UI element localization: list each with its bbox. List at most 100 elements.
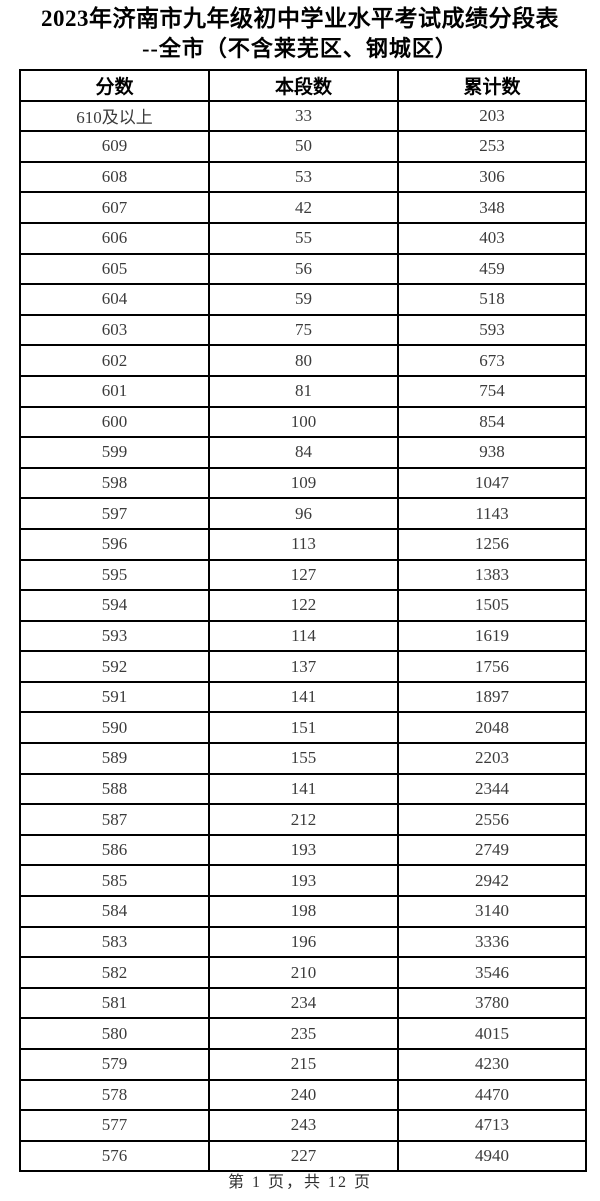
table-row: 583 196 3336	[19, 925, 587, 959]
table-cell-cumulative: 459	[397, 252, 587, 286]
table-cell-segment: 137	[208, 650, 399, 683]
table-cell-cumulative: 1383	[397, 558, 587, 592]
table-row: 608 53 306	[19, 160, 587, 194]
table-cell-cumulative: 4015	[397, 1017, 587, 1050]
table-cell-score: 587	[19, 803, 210, 836]
table-row: 588 141 2344	[19, 772, 587, 806]
page-title: 2023年济南市九年级初中学业水平考试成绩分段表	[41, 6, 559, 31]
table-cell-cumulative: 4470	[397, 1078, 587, 1112]
table-cell-score: 600	[19, 405, 210, 439]
table-row: 604 59 518	[19, 283, 587, 316]
table-cell-score: 597	[19, 497, 210, 530]
table-row: 602 80 673	[19, 344, 587, 377]
table-row: 589 155 2203	[19, 742, 587, 775]
table-cell-score: 593	[19, 619, 210, 653]
table-row: 585 193 2942	[19, 864, 587, 898]
table-cell-segment: 50	[208, 130, 399, 163]
table-row: 597 96 1143	[19, 497, 587, 530]
table-cell-cumulative: 938	[397, 436, 587, 469]
table-cell-score: 583	[19, 925, 210, 959]
table-cell-score: 592	[19, 650, 210, 683]
table-cell-segment: 114	[208, 619, 399, 653]
table-cell-cumulative: 2556	[397, 803, 587, 836]
table-row: 593 114 1619	[19, 619, 587, 653]
table-cell-cumulative: 3546	[397, 956, 587, 989]
table-cell-segment: 100	[208, 405, 399, 439]
table-cell-score: 588	[19, 772, 210, 806]
table-cell-score: 602	[19, 344, 210, 377]
table-cell-score: 603	[19, 313, 210, 347]
table-cell-score: 576	[19, 1139, 210, 1173]
table-row: 606 55 403	[19, 221, 587, 255]
table-cell-cumulative: 1143	[397, 497, 587, 530]
table-cell-segment: 113	[208, 527, 399, 561]
table-row: 577 243 4713	[19, 1109, 587, 1142]
table-cell-segment: 75	[208, 313, 399, 347]
table-row: 598 109 1047	[19, 466, 587, 500]
table-cell-score: 606	[19, 221, 210, 255]
table-cell-segment: 53	[208, 160, 399, 194]
table-cell-score: 596	[19, 527, 210, 561]
table-cell-cumulative: 203	[397, 99, 587, 133]
table-cell-segment: 196	[208, 925, 399, 959]
table-row: 595 127 1383	[19, 558, 587, 592]
table-cell-segment: 109	[208, 466, 399, 500]
table-cell-segment: 235	[208, 1017, 399, 1050]
table-cell-cumulative: 1505	[397, 589, 587, 622]
table-cell-cumulative: 2942	[397, 864, 587, 898]
header-row: 分数 本段数 累计数	[19, 69, 587, 102]
table-row: 607 42 348	[19, 191, 587, 224]
table-cell-cumulative: 518	[397, 283, 587, 316]
table-cell-score: 590	[19, 711, 210, 745]
table-cell-cumulative: 348	[397, 191, 587, 224]
table-row: 601 81 754	[19, 374, 587, 408]
table-cell-cumulative: 2749	[397, 833, 587, 867]
table-cell-score: 598	[19, 466, 210, 500]
table-cell-segment: 155	[208, 742, 399, 775]
table-cell-segment: 122	[208, 589, 399, 622]
table-cell-score: 607	[19, 191, 210, 224]
table-cell-score: 605	[19, 252, 210, 286]
table-cell-segment: 210	[208, 956, 399, 989]
table-row: 582 210 3546	[19, 956, 587, 989]
page-subtitle: --全市（不含莱芜区、钢城区）	[142, 36, 458, 61]
column-header-segment-count: 本段数	[208, 69, 399, 102]
table-cell-segment: 215	[208, 1048, 399, 1081]
table-row: 609 50 253	[19, 130, 587, 163]
table-cell-cumulative: 593	[397, 313, 587, 347]
table-cell-score: 608	[19, 160, 210, 194]
table-row: 579 215 4230	[19, 1048, 587, 1081]
table-cell-segment: 193	[208, 864, 399, 898]
table-row: 590 151 2048	[19, 711, 587, 745]
table-cell-cumulative: 4940	[397, 1139, 587, 1173]
table-row: 578 240 4470	[19, 1078, 587, 1112]
page-number-footer: 第 1 页，共 12 页	[227, 1174, 372, 1192]
table-cell-cumulative: 2344	[397, 772, 587, 806]
table-cell-score: 595	[19, 558, 210, 592]
table-cell-score: 589	[19, 742, 210, 775]
table-row: 580 235 4015	[19, 1017, 587, 1050]
table-cell-cumulative: 1047	[397, 466, 587, 500]
table-cell-score: 594	[19, 589, 210, 622]
column-header-cumulative-count: 累计数	[397, 69, 587, 102]
table-cell-segment: 141	[208, 772, 399, 806]
table-row: 592 137 1756	[19, 650, 587, 683]
table-cell-score: 585	[19, 864, 210, 898]
table-cell-score: 601	[19, 374, 210, 408]
table-row: 600 100 854	[19, 405, 587, 439]
table-cell-score: 604	[19, 283, 210, 316]
table-cell-cumulative: 1756	[397, 650, 587, 683]
table-cell-score: 577	[19, 1109, 210, 1142]
table-cell-cumulative: 1897	[397, 680, 587, 714]
table-cell-cumulative: 4230	[397, 1048, 587, 1081]
table-row: 610及以上 33 203	[19, 99, 587, 133]
table-cell-score: 578	[19, 1078, 210, 1112]
score-segment-table: 分数 本段数 累计数 610及以上 33 203 609 50 253 608 53 306 60…	[19, 69, 587, 1173]
table-row: 605 56 459	[19, 252, 587, 286]
table-cell-score: 581	[19, 986, 210, 1020]
table-row: 586 193 2749	[19, 833, 587, 867]
column-header-score: 分数	[19, 69, 210, 102]
table-cell-cumulative: 3336	[397, 925, 587, 959]
table-cell-score: 610及以上	[19, 99, 210, 133]
table-cell-segment: 234	[208, 986, 399, 1020]
